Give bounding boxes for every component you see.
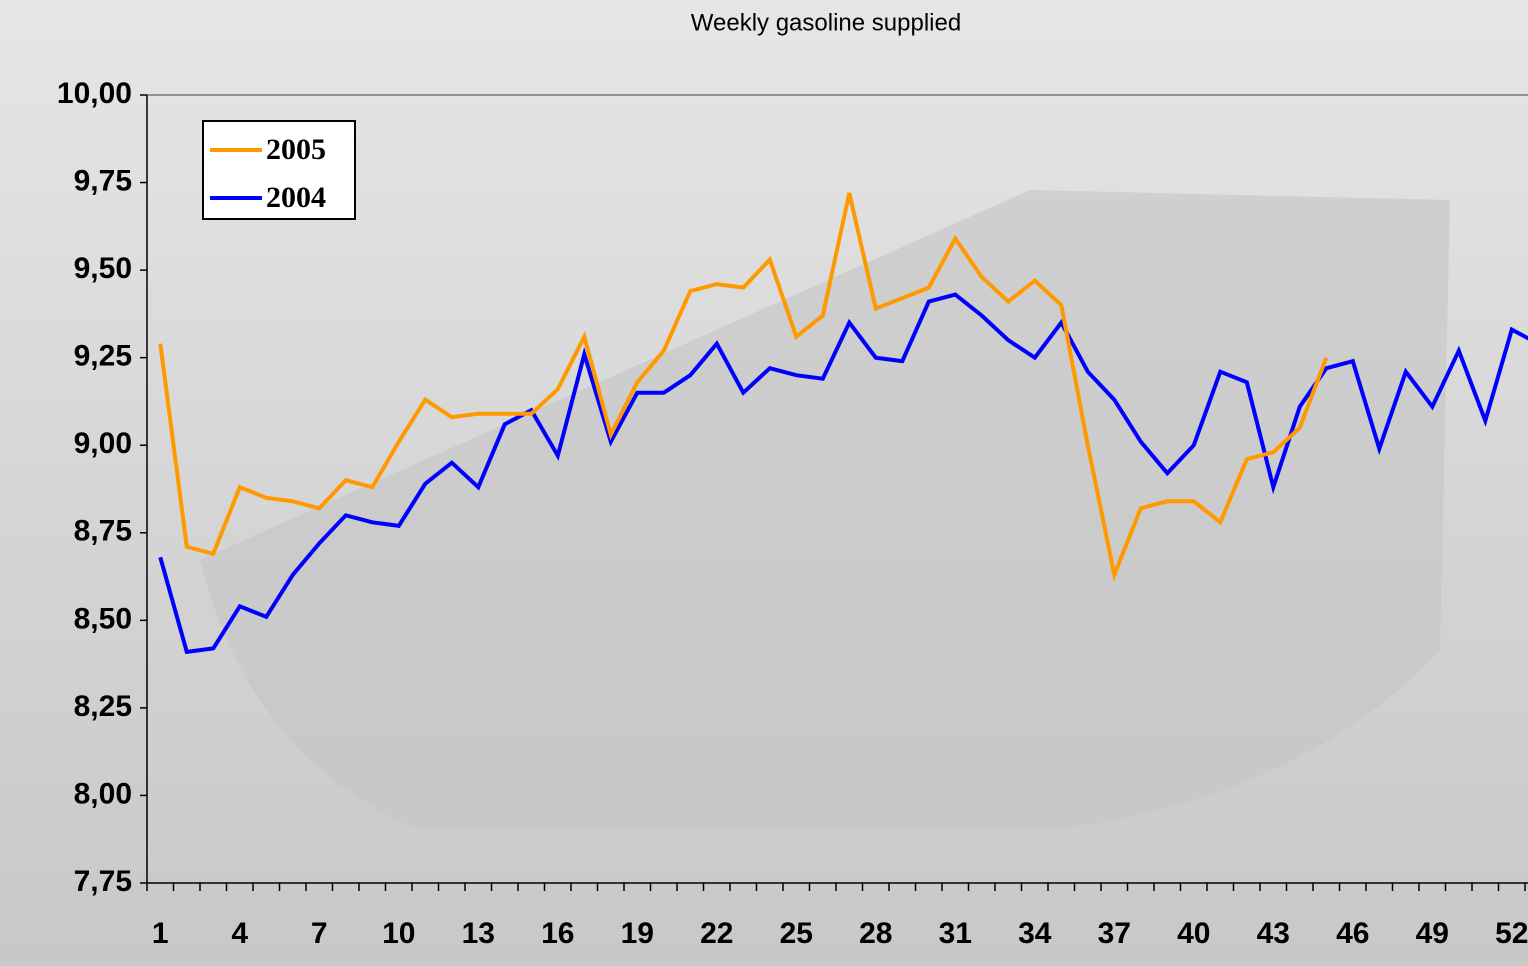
chart: Weekly gasoline supplied 7,75 8,00 8,25 8,5… (0, 0, 1528, 966)
x-tick-label: 31 (939, 917, 972, 950)
x-tick-label: 46 (1336, 917, 1369, 950)
x-tick-label: 43 (1257, 917, 1290, 950)
x-tick-label: 16 (541, 917, 574, 950)
y-tick-label: 10,00 (57, 77, 132, 110)
x-tick-label: 25 (780, 917, 813, 950)
legend-label: 2005 (266, 133, 326, 166)
x-tick-label: 1 (152, 917, 169, 950)
page: {"chart_data": {"type": "line", "title":… (0, 0, 1528, 966)
y-tick-label: 8,00 (74, 777, 132, 810)
legend-label: 2004 (266, 181, 326, 214)
y-tick-label: 8,75 (74, 515, 132, 548)
y-tick-label: 9,25 (74, 340, 132, 373)
y-tick-label: 7,75 (74, 865, 132, 898)
y-tick-label: 8,50 (74, 602, 132, 635)
x-tick-label: 28 (859, 917, 892, 950)
x-tick-label: 52 (1495, 917, 1528, 950)
y-tick-label: 9,00 (74, 427, 132, 460)
x-tick-label: 37 (1098, 917, 1131, 950)
x-tick-label: 13 (462, 917, 495, 950)
legend: 2005 2004 (203, 121, 355, 219)
y-tick-label: 8,25 (74, 690, 132, 723)
x-tick-label: 49 (1416, 917, 1449, 950)
x-tick-label: 7 (311, 917, 328, 950)
chart-title: Weekly gasoline supplied (691, 9, 961, 36)
x-tick-label: 22 (700, 917, 733, 950)
x-tick-label: 4 (231, 917, 248, 950)
x-tick-label: 19 (621, 917, 654, 950)
x-tick-label: 10 (382, 917, 415, 950)
y-tick-label: 9,50 (74, 252, 132, 285)
x-tick-label: 34 (1018, 917, 1052, 950)
x-tick-label: 40 (1177, 917, 1210, 950)
y-tick-label: 9,75 (74, 164, 132, 197)
